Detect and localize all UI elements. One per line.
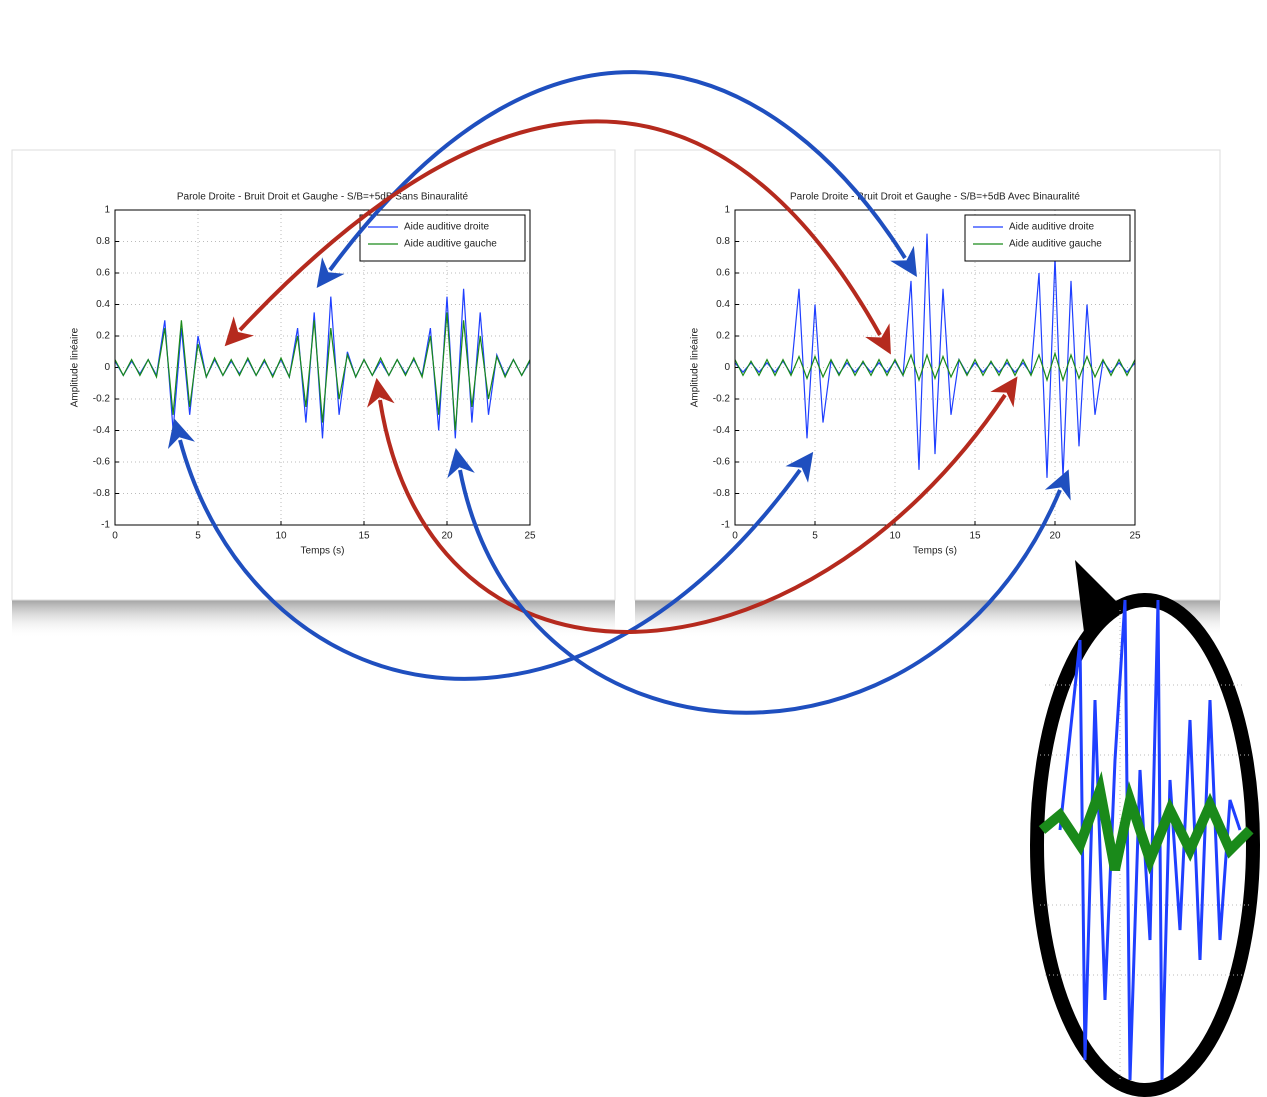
y-tick-label: 0.4 <box>716 299 730 310</box>
y-tick-label: 0 <box>104 362 110 373</box>
x-axis-label: Temps (s) <box>301 546 345 557</box>
y-tick-label: -0.6 <box>93 457 111 468</box>
x-tick-label: 0 <box>732 531 738 542</box>
y-tick-label: 0.6 <box>96 268 110 279</box>
y-tick-label: 0.8 <box>716 236 730 247</box>
x-tick-label: 5 <box>812 531 818 542</box>
x-tick-label: 5 <box>195 531 201 542</box>
x-tick-label: 20 <box>441 531 453 542</box>
legend-label: Aide auditive gauche <box>1009 239 1102 250</box>
legend-label: Aide auditive droite <box>404 222 489 233</box>
legend: Aide auditive droite Aide auditive gauche <box>964 214 1131 262</box>
arrow <box>316 70 917 288</box>
axes-frame <box>734 209 1136 526</box>
y-tick-label: -0.2 <box>93 394 111 405</box>
x-tick-label: 15 <box>969 531 981 542</box>
legend-label: Aide auditive gauche <box>404 239 497 250</box>
y-tick-label: 0.8 <box>96 236 110 247</box>
y-tick-label: 1 <box>724 205 730 216</box>
zoom-wave <box>1038 771 1254 875</box>
y-tick-label: -0.2 <box>713 394 731 405</box>
zoom-callout <box>1030 560 1260 1097</box>
legend-box <box>964 214 1131 262</box>
axes-frame <box>114 209 531 526</box>
arrows <box>167 70 1071 715</box>
arrow <box>224 119 891 355</box>
y-tick-label: -0.8 <box>713 488 731 499</box>
y-tick-label: -0.8 <box>93 488 111 499</box>
y-tick-label: -0.6 <box>713 457 731 468</box>
arrow <box>367 376 1018 634</box>
y-tick-label: 1 <box>104 205 110 216</box>
arrow <box>167 418 814 681</box>
y-axis-label: Amplitude linéaire <box>70 327 81 407</box>
chart-title: Parole Droite - Bruit Droit et Gaughe - … <box>177 192 469 203</box>
x-tick-label: 25 <box>1129 531 1141 542</box>
callout-tail <box>1075 560 1125 640</box>
zoom-wave <box>1058 599 1242 1081</box>
chart-title: Parole Droite - Bruit Droit et Gaughe - … <box>790 192 1080 203</box>
y-tick-label: -1 <box>721 520 730 531</box>
y-tick-label: 0.4 <box>96 299 110 310</box>
legend: Aide auditive droite Aide auditive gauche <box>359 214 526 262</box>
y-tick-label: -0.4 <box>93 425 111 436</box>
y-tick-label: 0 <box>724 362 730 373</box>
y-tick-label: -0.4 <box>713 425 731 436</box>
arrow <box>447 448 1071 715</box>
y-tick-label: 0.2 <box>96 331 110 342</box>
legend-label: Aide auditive droite <box>1009 222 1094 233</box>
x-tick-label: 15 <box>358 531 370 542</box>
y-axis-label: Amplitude linéaire <box>690 327 701 407</box>
y-tick-label: 0.2 <box>716 331 730 342</box>
x-tick-label: 10 <box>275 531 287 542</box>
y-tick-label: 0.6 <box>716 268 730 279</box>
x-tick-label: 10 <box>889 531 901 542</box>
x-tick-label: 25 <box>524 531 536 542</box>
y-tick-label: -1 <box>101 520 110 531</box>
x-tick-label: 20 <box>1049 531 1061 542</box>
zoom-grid <box>1040 610 1250 1080</box>
x-axis-label: Temps (s) <box>913 546 957 557</box>
x-tick-label: 0 <box>112 531 118 542</box>
